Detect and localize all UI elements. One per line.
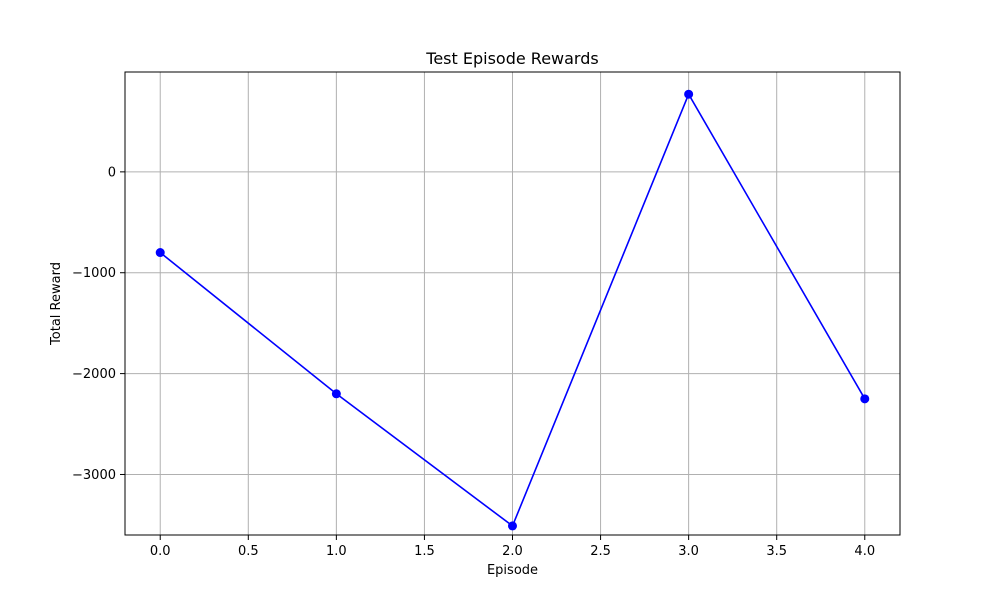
y-tick-label: −2000 bbox=[72, 367, 116, 382]
y-tick-label: 0 bbox=[108, 165, 116, 180]
x-tick-label: 1.0 bbox=[326, 544, 347, 559]
y-axis-label: Total Reward bbox=[49, 262, 64, 346]
x-tick-label: 3.5 bbox=[766, 544, 787, 559]
y-tick-label: −1000 bbox=[72, 266, 116, 281]
data-point bbox=[508, 521, 517, 531]
data-point bbox=[684, 89, 694, 99]
series-layer bbox=[155, 89, 870, 531]
x-tick-label: 4.0 bbox=[854, 544, 875, 559]
x-tick-label: 1.5 bbox=[414, 544, 435, 559]
data-point bbox=[155, 248, 165, 258]
x-tick-label: 2.5 bbox=[590, 544, 611, 559]
data-point bbox=[860, 394, 870, 404]
x-axis: 0.0 0.5 1.0 1.5 2.0 2.5 3.0 3.5 4.0 bbox=[150, 535, 875, 559]
x-tick-label: 0.0 bbox=[150, 544, 171, 559]
x-axis-label: Episode bbox=[487, 563, 538, 578]
x-tick-label: 0.5 bbox=[238, 544, 259, 559]
x-tick-label: 2.0 bbox=[502, 544, 523, 559]
grid bbox=[125, 72, 900, 535]
chart-title: Test Episode Rewards bbox=[425, 49, 598, 68]
data-point bbox=[331, 389, 341, 399]
y-tick-label: −3000 bbox=[72, 468, 116, 483]
x-tick-label: 3.0 bbox=[678, 544, 699, 559]
y-axis: 0 −1000 −2000 −3000 bbox=[72, 165, 125, 483]
